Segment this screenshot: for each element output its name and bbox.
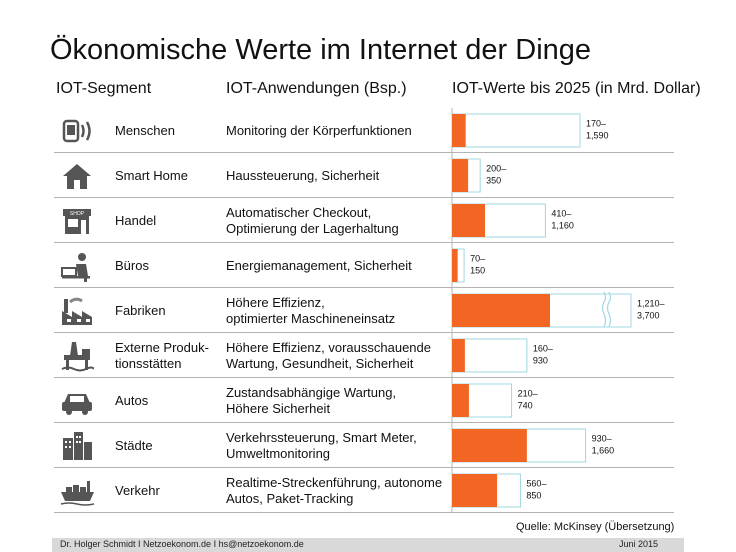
application-label: Höhere Effizienz, vorausschauende Wartung… [226,340,431,372]
table-row: Städte Verkehrssteuerung, Smart Meter, Umw… [54,423,674,468]
segment-label-line: Städte [115,437,153,453]
segment-label: Autos [115,393,148,409]
shop-icon: SHOP [60,205,94,237]
office-worker-icon [60,250,94,282]
segment-label-line: Autos [115,392,149,408]
row-divider [54,242,674,243]
segment-label: Büros [115,258,149,274]
segment-label: Fabriken [115,303,166,319]
row-divider [54,332,674,333]
house-icon [60,160,94,192]
application-label-line: optimierter Maschineneinsatz [226,310,396,326]
application-label-line: Optimierung der Lagerhaltung [226,220,399,236]
source-note: Quelle: McKinsey (Übersetzung) [516,521,675,533]
row-divider [54,467,674,468]
segment-label: Externe Produk-tionsstätten [115,340,209,372]
application-label-line: Wartung, Gesundheit, Sicherheit [226,355,414,371]
application-label: Monitoring der Körperfunktionen [226,123,412,139]
segment-label-line: Externe Produk- [115,339,209,355]
application-label-line: Realtime-Streckenführung, autonome [226,474,443,490]
application-label-line: Höhere Effizienz, [226,294,325,310]
table-row: Smart Home Haussteuerung, Sicherheit [54,153,674,198]
table-row: Autos Zustandsabhängige Wartung, Höhere Si… [54,378,674,423]
city-icon [60,430,94,462]
application-label-line: Monitoring der Körperfunktionen [226,122,412,138]
factory-icon [60,295,94,327]
row-divider [54,152,674,153]
header-values: IOT-Werte bis 2025 (in Mrd. Dollar) [452,80,701,97]
segment-label: Menschen [115,123,175,139]
row-divider [54,512,674,513]
application-label: Zustandsabhängige Wartung, Höhere Sicherh… [226,385,396,417]
svg-text:SHOP: SHOP [70,211,85,217]
application-label-line: Energiemanagement, Sicherheit [226,257,412,273]
footer-author: Dr. Holger Schmidt I Netzoekonom.de I hs… [60,539,304,549]
application-label-line: Haussteuerung, Sicherheit [226,167,380,183]
header-applications: IOT-Anwendungen (Bsp.) [226,80,407,97]
ship-icon [60,475,95,507]
application-label-line: Umweltmonitoring [226,445,331,461]
row-divider [54,287,674,288]
segment-label-line: Menschen [115,122,175,138]
table-row: Verkehr Realtime-Streckenführung, autonom… [54,468,674,513]
application-label-line: Autos, Paket-Tracking [226,490,354,506]
oil-rig-icon [60,340,95,372]
page-title: Ökonomische Werte im Internet der Dinge [50,34,592,66]
segment-label-line: Verkehr [115,482,160,498]
application-label-line: Höhere Effizienz, vorausschauende [226,339,431,355]
segment-label-line: Smart Home [115,167,188,183]
application-label: Automatischer Checkout, Optimierung der L… [226,205,399,237]
segment-label-line: Büros [115,257,149,273]
table-row: Fabriken Höhere Effizienz, optimierter Mas… [54,288,674,333]
application-label-line: Zustandsabhängige Wartung, [226,384,397,400]
header-segment: IOT-Segment [56,80,152,97]
application-label: Realtime-Streckenführung, autonome Autos,… [226,475,442,507]
segment-label: Smart Home [115,168,188,184]
application-label: Höhere Effizienz, optimierter Maschinenei… [226,295,395,327]
segment-label: Verkehr [115,483,160,499]
table-row: SHOP Handel Automatischer Checkout, Optimie… [54,198,674,243]
application-label: Verkehrssteuerung, Smart Meter, Umweltmon… [226,430,417,462]
application-label: Energiemanagement, Sicherheit [226,258,412,274]
table-row: Büros Energiemanagement, Sicherheit [54,243,674,288]
row-divider [54,422,674,423]
footer-date: Juni 2015 [618,539,658,549]
segment-label-line: tionsstätten [115,355,182,371]
application-label: Haussteuerung, Sicherheit [226,168,379,184]
application-label-line: Verkehrssteuerung, Smart Meter, [226,429,417,445]
wearable-icon [60,115,94,147]
row-divider [54,377,674,378]
footer-bar: Dr. Holger Schmidt I Netzoekonom.de I hs… [52,538,684,552]
table-row: Menschen Monitoring der Körperfunktionen [54,108,674,153]
segment-label: Handel [115,213,156,229]
row-divider [54,197,674,198]
application-label-line: Höhere Sicherheit [226,400,331,416]
segment-label: Städte [115,438,153,454]
car-icon [60,385,94,417]
application-label-line: Automatischer Checkout, [226,204,372,220]
segment-label-line: Handel [115,212,157,228]
segment-label-line: Fabriken [115,302,166,318]
table-row: Externe Produk-tionsstätten Höhere Effizi… [54,333,674,378]
